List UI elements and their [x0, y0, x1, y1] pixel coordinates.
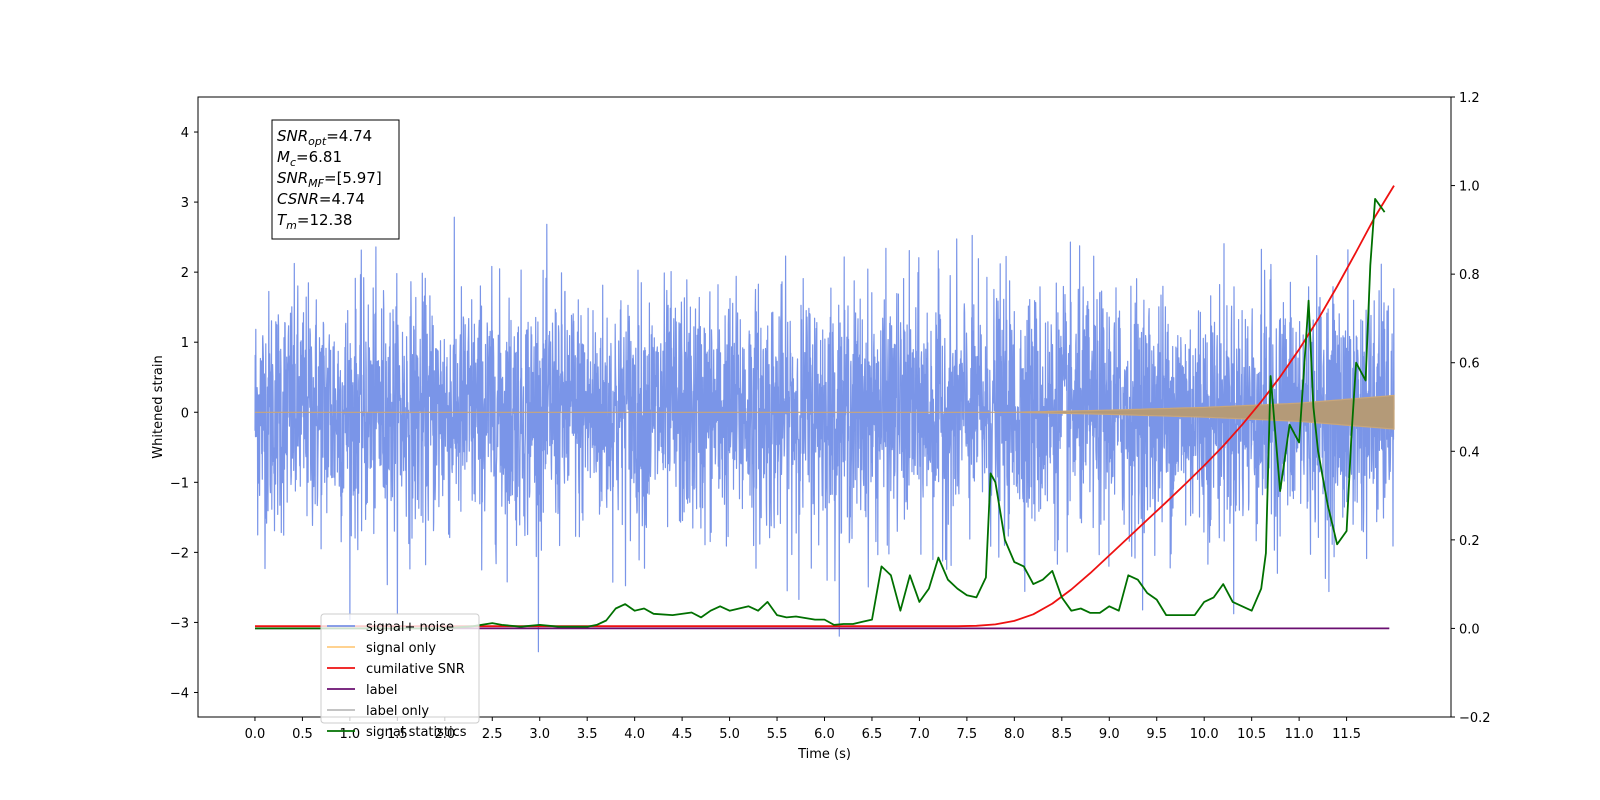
x-tick-label: 6.5 [862, 727, 883, 742]
y2-tick-label: 0.6 [1459, 357, 1480, 372]
legend-label: label [366, 683, 397, 698]
y-tick-label: −2 [170, 546, 189, 561]
x-tick-label: 2.5 [482, 727, 503, 742]
x-tick-label: 4.0 [624, 727, 645, 742]
legend-frame [320, 613, 480, 724]
series-cumilative-snr [255, 185, 1395, 628]
x-tick-label: 3.5 [577, 727, 598, 742]
x-tick-label: 0.5 [292, 727, 313, 742]
x-tick-label: 1.5 [387, 727, 408, 742]
x-tick-label: 1.0 [340, 727, 361, 742]
series-signal-statistics [255, 197, 1386, 630]
x-tick-label: 3.0 [529, 727, 550, 742]
x-tick-label: 9.0 [1099, 727, 1120, 742]
y-axis-label: Whitened strain [151, 355, 166, 458]
y2-tick-label: 0.2 [1459, 534, 1480, 549]
legend-label: signal statistics [366, 725, 467, 740]
x-tick-label: 9.5 [1146, 727, 1167, 742]
stats-line: Tm=12.38 [277, 211, 352, 232]
x-tick-label: 10.5 [1237, 727, 1266, 742]
y-axis-right: 1.2 1.0 0.8 0.6 0.4 0.2 0.0 −0.2 [1451, 91, 1491, 726]
legend-label: label only [366, 704, 429, 719]
y-tick-label: −4 [170, 686, 189, 701]
y2-tick-label: 1.2 [1459, 91, 1480, 106]
y2-tick-label: 1.0 [1459, 180, 1480, 195]
stats-line: SNRopt=4.74 [277, 127, 372, 148]
stats-line: CSNR=4.74 [277, 190, 365, 208]
y-tick-label: 1 [181, 336, 189, 351]
x-tick-label: 8.5 [1051, 727, 1072, 742]
x-tick-label: 6.0 [814, 727, 835, 742]
y-tick-label: 2 [181, 266, 189, 281]
x-tick-label: 7.0 [909, 727, 930, 742]
stats-line: Mc=6.81 [277, 148, 342, 169]
stats-box-frame [271, 119, 400, 240]
x-tick-label: 10.0 [1190, 727, 1219, 742]
x-axis: 0.0 0.5 1.0 1.5 2.0 2.5 3.0 3.5 4.0 4.5 5.0 5.5 6.0 6… [245, 717, 1361, 742]
x-tick-label: 11.0 [1285, 727, 1314, 742]
legend-label: cumilative SNR [366, 662, 465, 677]
x-tick-label: 4.5 [672, 727, 693, 742]
x-tick-label: 7.5 [957, 727, 978, 742]
legend-label: signal+ noise [366, 620, 454, 635]
x-tick-label: 0.0 [245, 727, 266, 742]
x-tick-label: 5.5 [767, 727, 788, 742]
x-tick-label: 11.5 [1332, 727, 1361, 742]
y-axis-left: 4 3 2 1 0 −1 −2 −3 −4 [170, 126, 198, 701]
y2-tick-label: 0.8 [1459, 268, 1480, 283]
series-signal-only [255, 394, 1395, 430]
y-tick-label: −1 [170, 476, 189, 491]
y-tick-label: 0 [181, 406, 189, 421]
y-tick-label: 3 [181, 196, 189, 211]
y-tick-label: 4 [181, 126, 189, 141]
stats-line: SNRMF=[5.97] [277, 169, 382, 190]
y2-tick-label: −0.2 [1459, 711, 1491, 726]
y2-tick-label: 0.0 [1459, 622, 1480, 637]
legend-label: signal only [366, 641, 436, 656]
x-tick-label: 5.0 [719, 727, 740, 742]
y-tick-label: −3 [170, 616, 189, 631]
series-signal-noise [254, 216, 1395, 653]
x-tick-label: 2.0 [434, 727, 455, 742]
y2-tick-label: 0.4 [1459, 445, 1480, 460]
x-axis-label: Time (s) [797, 747, 851, 762]
x-tick-label: 8.0 [1004, 727, 1025, 742]
legend: signal+ noise signal only cumilative SNR la… [320, 613, 480, 740]
